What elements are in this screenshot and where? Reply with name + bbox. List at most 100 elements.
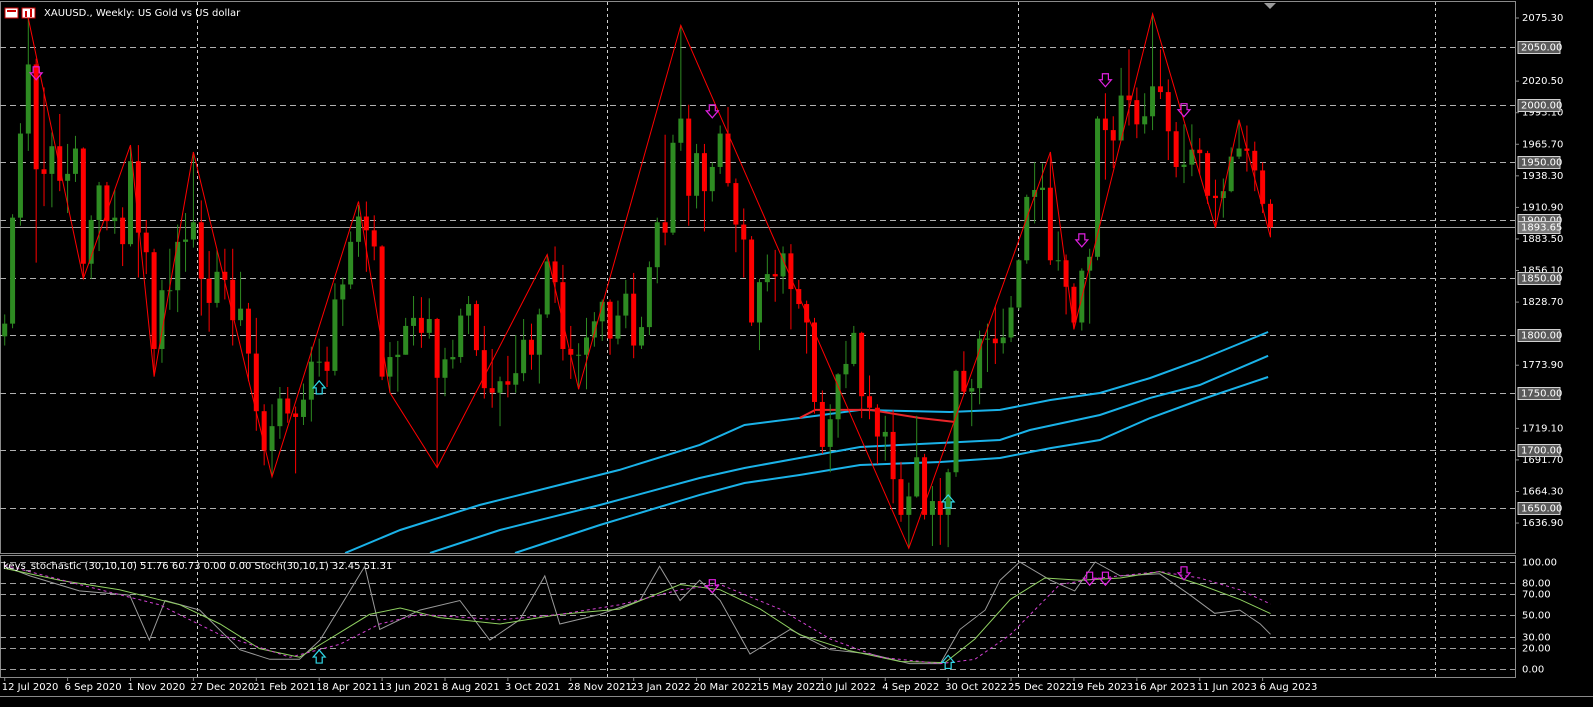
candle-body [198, 222, 204, 279]
candle-body [654, 222, 660, 268]
candle-body [340, 284, 346, 300]
candle-body [332, 299, 338, 371]
candle-body [269, 426, 275, 451]
candle-body [977, 338, 983, 389]
y-tick-label: 1993.10 [1522, 108, 1563, 119]
current-price-label: 1893.65 [1521, 223, 1562, 234]
candle-body [497, 381, 503, 393]
candle-body [961, 370, 967, 392]
level-box [1517, 99, 1561, 112]
y-tick-label: 1965.70 [1522, 139, 1563, 150]
candle-body [41, 169, 47, 174]
candle-body [72, 148, 78, 174]
candle-body [623, 293, 629, 316]
axes: 2075.30 2020.50 1993.10 1965.70 1938.30 1910.… [2, 13, 1564, 693]
candle-body [1071, 286, 1077, 323]
candle-body [906, 496, 912, 515]
candle-body [434, 319, 440, 378]
candle-body [686, 118, 692, 196]
buy-arrow [940, 654, 956, 670]
candle-body [733, 183, 739, 225]
candle-body [749, 239, 755, 323]
buy-arrow [311, 649, 327, 664]
level-label: 1650.00 [1521, 504, 1562, 515]
y-tick-label: 1938.30 [1522, 171, 1563, 182]
candle-body [701, 153, 707, 192]
x-tick-label: 25 Dec 2022 [1008, 682, 1072, 693]
candle-body [473, 304, 479, 351]
candle-body [1228, 156, 1234, 192]
x-tick-label: 1 Nov 2020 [128, 682, 186, 693]
level-box [1517, 156, 1561, 169]
y-tick-label: 1691.70 [1522, 455, 1563, 466]
candle-body [513, 373, 519, 385]
x-tick-label: 28 Nov 2021 [568, 682, 632, 693]
candle-body [1118, 95, 1124, 141]
candle-body [481, 350, 487, 389]
indicator-line [4, 561, 1271, 665]
candle-body [741, 224, 747, 240]
y-tick-label: 1828.70 [1522, 297, 1563, 308]
candle-body [1236, 148, 1242, 157]
candle-body [80, 148, 86, 264]
candle-body [764, 274, 770, 283]
x-tick-label: 6 Aug 2023 [1260, 682, 1318, 693]
candle-body [65, 173, 71, 181]
candle-body [17, 133, 23, 218]
y-tick-label: 1664.30 [1522, 486, 1563, 497]
level-label: 2050.00 [1521, 43, 1562, 54]
x-tick-label: 8 Aug 2021 [442, 682, 500, 693]
candle-body [1220, 191, 1226, 199]
candle-body [694, 153, 700, 196]
x-tick-label: 10 Jul 2022 [819, 682, 876, 693]
y-tick-label: 1856.10 [1522, 266, 1563, 277]
candle-body [937, 501, 943, 515]
candle-body [1110, 130, 1116, 141]
y-tick-label: 2075.30 [1522, 13, 1563, 24]
y-tick-label: 1773.90 [1522, 360, 1563, 371]
candle-body [300, 399, 306, 417]
candle-body [599, 301, 605, 322]
candle-body [418, 317, 424, 333]
candle-body [788, 253, 794, 290]
y-tick-label: 1636.90 [1522, 518, 1563, 529]
x-tick-label: 27 Dec 2020 [190, 682, 254, 693]
buy-arrow [311, 379, 327, 395]
candle-body [576, 354, 582, 356]
candle-body [238, 308, 244, 321]
indicator-title: keys_stochastic (30,10,10) 51.76 60.73 0… [3, 561, 392, 572]
icon [25, 11, 27, 17]
candle-body [882, 431, 888, 437]
x-tick-label: 21 Feb 2021 [253, 682, 315, 693]
candle-body [363, 216, 369, 231]
candle-body [308, 361, 314, 400]
candle-body [466, 304, 472, 316]
candle-body [2, 323, 8, 337]
sell-arrow [1082, 571, 1097, 587]
sub-frame [0, 555, 1516, 678]
candle-body [1165, 92, 1171, 132]
candle-body [560, 282, 566, 349]
sell-arrow [1176, 103, 1192, 118]
level-box [1517, 387, 1561, 400]
candle-body [1024, 196, 1030, 261]
candle-body [1008, 307, 1014, 338]
candle-body [568, 348, 574, 355]
x-tick-label: 19 Feb 2023 [1071, 682, 1133, 693]
candle-body [403, 325, 409, 355]
level-label: 1950.00 [1521, 158, 1562, 169]
candle-body [371, 230, 377, 247]
chart-title: XAUUSD., Weekly: US Gold vs US dollar [44, 8, 241, 19]
candle-body [772, 274, 778, 277]
level-box [1517, 444, 1561, 457]
candle-body [120, 217, 126, 245]
candle-body [1126, 95, 1132, 101]
moving-average [429, 354, 1269, 553]
candle-body [1016, 260, 1022, 308]
candle-body [709, 166, 715, 192]
candle-body [1095, 118, 1101, 257]
candle-body [505, 381, 511, 385]
candle-body [214, 271, 220, 303]
